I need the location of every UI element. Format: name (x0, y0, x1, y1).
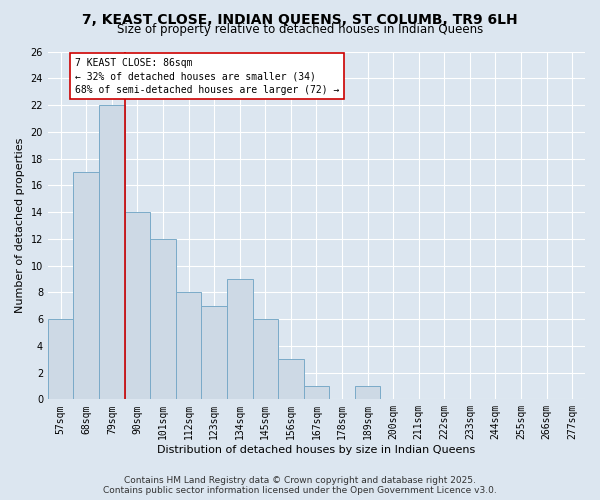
Bar (278, 359, 304, 400)
Bar (227, 279, 253, 400)
Bar (253, 319, 278, 400)
Bar (150, 239, 176, 400)
Bar (304, 386, 329, 400)
Bar (355, 386, 380, 400)
Bar (48, 319, 73, 400)
Text: 7, KEAST CLOSE, INDIAN QUEENS, ST COLUMB, TR9 6LH: 7, KEAST CLOSE, INDIAN QUEENS, ST COLUMB… (82, 12, 518, 26)
X-axis label: Distribution of detached houses by size in Indian Queens: Distribution of detached houses by size … (157, 445, 476, 455)
Text: 7 KEAST CLOSE: 86sqm
← 32% of detached houses are smaller (34)
68% of semi-detac: 7 KEAST CLOSE: 86sqm ← 32% of detached h… (75, 58, 339, 94)
Bar (176, 292, 202, 400)
Text: Contains HM Land Registry data © Crown copyright and database right 2025.
Contai: Contains HM Land Registry data © Crown c… (103, 476, 497, 495)
Bar (125, 212, 150, 400)
Bar (202, 306, 227, 400)
Bar (99, 105, 125, 400)
Text: Size of property relative to detached houses in Indian Queens: Size of property relative to detached ho… (117, 22, 483, 36)
Bar (73, 172, 99, 400)
Y-axis label: Number of detached properties: Number of detached properties (15, 138, 25, 313)
